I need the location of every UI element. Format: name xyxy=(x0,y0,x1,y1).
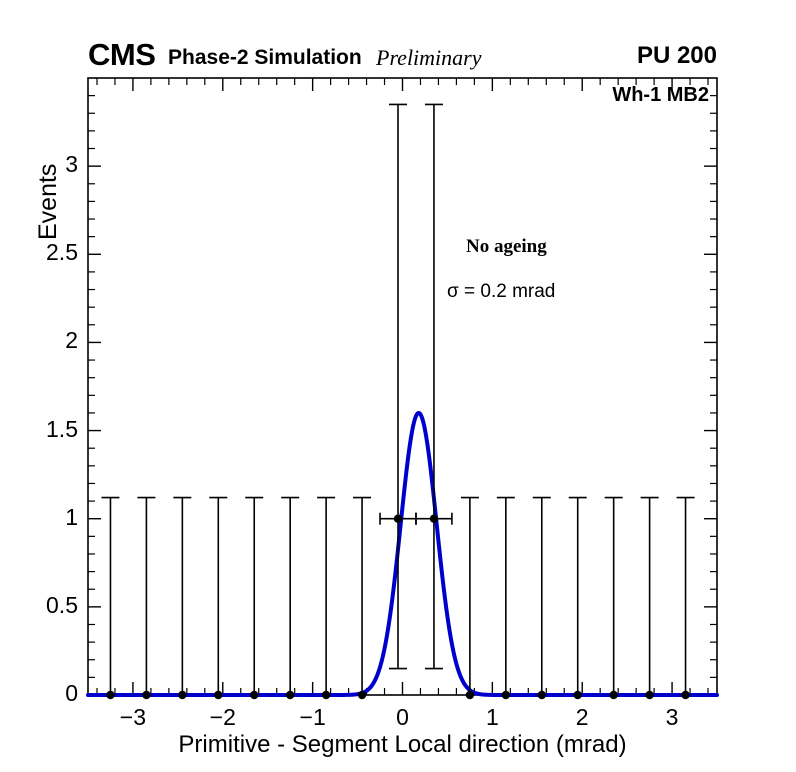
data-point-marker xyxy=(250,690,259,700)
data-point-marker xyxy=(178,690,187,700)
data-point-marker xyxy=(645,690,654,700)
data-point-marker xyxy=(573,690,582,700)
x-tick-label: 1 xyxy=(485,704,499,730)
data-point-marker xyxy=(537,690,546,700)
x-tick-label: −3 xyxy=(119,704,147,730)
data-point-marker xyxy=(393,514,403,523)
y-tick-label: 1 xyxy=(65,503,78,530)
cms-subtitle: Phase-2 Simulation xyxy=(168,46,362,69)
y-tick-label: 2 xyxy=(65,327,78,354)
y-tick-label: 2.5 xyxy=(46,239,78,266)
data-point-marker xyxy=(321,690,331,700)
data-point-marker xyxy=(285,690,295,700)
data-point-marker xyxy=(609,690,618,700)
pileup-label: PU 200 xyxy=(636,42,717,69)
x-tick-label: 3 xyxy=(665,704,679,730)
x-tick-label: −1 xyxy=(299,704,326,730)
panel-label: Wh-1 MB2 xyxy=(612,84,709,106)
data-point-marker xyxy=(429,514,439,523)
y-tick-label: 3 xyxy=(65,151,78,178)
x-tick-label: −2 xyxy=(209,704,236,730)
annotation-resolution: σ = 0.2 mrad xyxy=(447,281,556,302)
data-point-marker xyxy=(142,690,151,700)
data-point-marker xyxy=(106,690,115,700)
data-point-marker xyxy=(465,690,475,700)
data-point-marker xyxy=(681,690,690,700)
cms-preliminary-label: Preliminary xyxy=(376,45,482,70)
y-tick-label: 1.5 xyxy=(46,415,78,442)
cms-logo: CMS xyxy=(88,37,156,72)
x-tick-label: 0 xyxy=(396,704,409,730)
annotation-scenario: No ageing xyxy=(466,236,547,257)
y-tick-label: 0.5 xyxy=(46,591,78,618)
cms-header: CMS Phase-2 Simulation Preliminary PU 20… xyxy=(88,37,717,72)
y-tick-label: 0 xyxy=(65,680,78,706)
x-axis-title: Primitive - Segment Local direction (mra… xyxy=(178,731,627,758)
data-point-marker xyxy=(501,690,511,700)
data-point-marker xyxy=(214,690,223,700)
data-point-marker xyxy=(357,690,367,700)
x-tick-label: 2 xyxy=(575,704,589,730)
